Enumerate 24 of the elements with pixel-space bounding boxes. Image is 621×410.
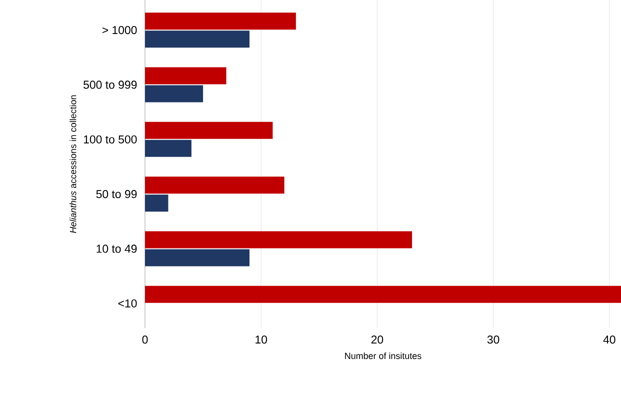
bar [145,30,250,48]
bar [145,67,226,84]
x-tick-label: 0 [142,336,148,344]
bar [145,286,621,303]
y-axis-title: Helianthus accessions in collection [70,95,76,233]
y-tick-label: 50 to 99 [96,190,137,198]
bar [145,85,204,102]
x-tick-label: 10 [256,336,268,344]
x-axis-title: Number of insitutes [345,352,422,360]
y-tick-label: 500 to 999 [84,80,137,89]
y-tick-label: <10 [118,299,137,308]
bar [145,140,192,157]
bar [145,176,284,194]
x-tick-label: 40 [603,336,616,344]
x-tick-label: 30 [487,336,500,344]
y-tick-label: 100 to 500 [84,135,137,144]
y-tick-label: > 1000 [102,26,137,34]
y-tick-label: 10 to 49 [96,244,137,253]
bar [145,231,412,248]
bar [145,249,250,266]
bar [145,194,168,212]
bar [145,122,273,139]
x-tick-label: 20 [371,336,384,344]
bar [145,12,296,30]
